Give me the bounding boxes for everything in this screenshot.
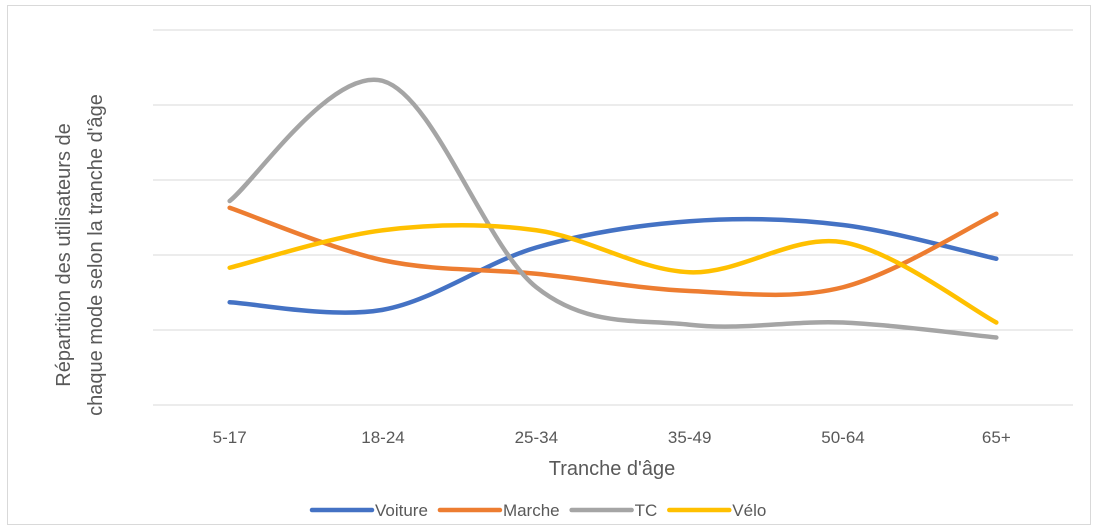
x-tick-label: 35-49 (668, 428, 711, 447)
series-line-v-lo (227, 223, 999, 325)
y-axis-title-line-2: chaque mode selon la tranche d'âge (85, 94, 107, 416)
legend-label: Voiture (375, 501, 428, 520)
series-line-voiture (227, 216, 999, 315)
series-line-tc (227, 77, 999, 340)
x-tick-label: 5-17 (213, 428, 247, 447)
x-tick-label: 18-24 (361, 428, 404, 447)
x-tick-label: 65+ (982, 428, 1011, 447)
gridlines (153, 29, 1073, 406)
x-tick-label: 25-34 (515, 428, 558, 447)
series-line-marche (227, 205, 999, 298)
legend-label: TC (635, 501, 658, 520)
y-axis-title: Répartition des utilisateurs de chaque m… (53, 94, 107, 416)
legend-label: Vélo (732, 501, 766, 520)
x-tick-label: 50-64 (821, 428, 864, 447)
legend: Voiture Marche TC Vélo (309, 501, 766, 520)
y-axis-title-line-1: Répartition des utilisateurs de (53, 123, 75, 386)
legend-label: Marche (503, 501, 560, 520)
x-axis-title: Tranche d'âge (549, 458, 676, 480)
chart-area (7, 5, 1091, 525)
plot-series (227, 77, 999, 340)
x-axis-tick-labels: 5-17 18-24 25-34 35-49 50-64 65+ (213, 428, 1011, 447)
